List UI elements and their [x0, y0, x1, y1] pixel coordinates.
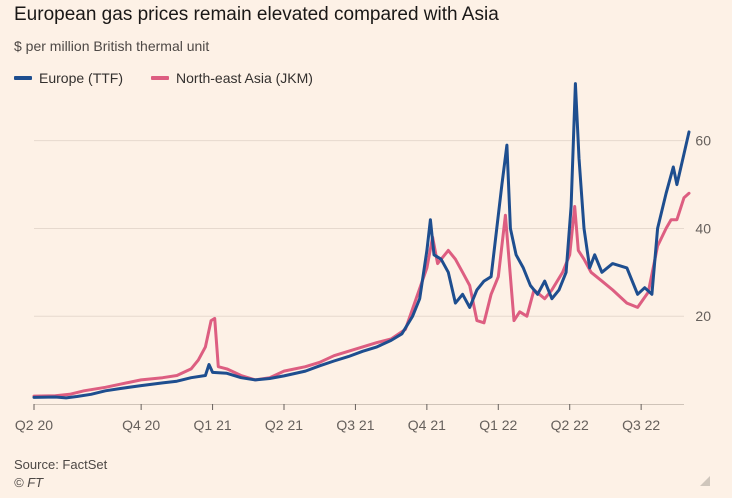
legend-swatch-europe [14, 76, 32, 80]
source-note: Source: FactSet [14, 457, 108, 472]
x-tick-label-4: Q3 21 [336, 417, 374, 433]
credit-note: © FT [14, 475, 44, 490]
x-tick-label-8: Q3 22 [622, 417, 660, 433]
y-tick-label-20: 20 [695, 308, 711, 324]
x-tick-label-1: Q4 20 [122, 417, 160, 433]
x-tick-label-5: Q4 21 [408, 417, 446, 433]
chart-title: European gas prices remain elevated comp… [14, 4, 499, 25]
x-tick-label-2: Q1 21 [194, 417, 232, 433]
series-line-asia-jkm [32, 191, 691, 398]
x-tick-label-0: Q2 20 [15, 417, 53, 433]
legend-swatch-asia [151, 76, 170, 80]
y-tick-label-60: 60 [695, 133, 711, 149]
y-tick-label-40: 40 [695, 220, 711, 236]
x-tick-label-3: Q2 21 [265, 417, 303, 433]
corner-mark [700, 476, 710, 486]
legend-item-asia: North-east Asia (JKM) [151, 70, 313, 86]
legend-item-europe: Europe (TTF) [14, 70, 123, 86]
legend: Europe (TTF) North-east Asia (JKM) [14, 70, 341, 86]
legend-label-asia: North-east Asia (JKM) [176, 70, 313, 86]
chart-subtitle: $ per million British thermal unit [14, 38, 210, 54]
series-line-europe-ttf [32, 82, 691, 400]
legend-label-europe: Europe (TTF) [39, 70, 124, 86]
x-tick-label-6: Q1 22 [479, 417, 517, 433]
x-tick-label-7: Q2 22 [551, 417, 589, 433]
